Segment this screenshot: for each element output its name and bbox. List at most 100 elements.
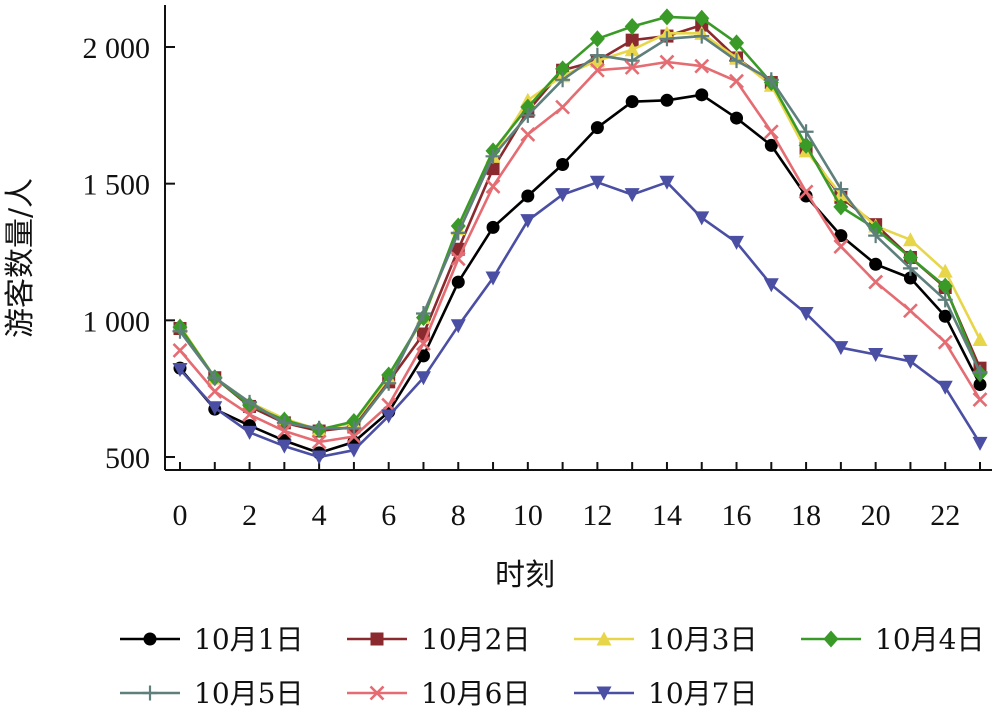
data-point bbox=[416, 349, 430, 363]
data-point bbox=[451, 275, 465, 289]
x-tick-label: 6 bbox=[381, 499, 396, 532]
data-point bbox=[207, 401, 223, 416]
data-point bbox=[276, 439, 292, 454]
legend-marker bbox=[143, 632, 157, 646]
data-point bbox=[659, 175, 675, 190]
data-point bbox=[972, 364, 988, 380]
legend-marker bbox=[596, 631, 612, 646]
data-point bbox=[972, 331, 988, 346]
data-point bbox=[868, 348, 884, 362]
data-point bbox=[346, 443, 362, 458]
data-point bbox=[937, 380, 953, 395]
data-point bbox=[833, 239, 849, 254]
data-point bbox=[276, 423, 292, 439]
x-tick-label: 16 bbox=[722, 499, 752, 532]
data-point bbox=[415, 371, 431, 386]
data-point bbox=[311, 450, 327, 465]
series-line bbox=[178, 34, 982, 430]
data-point bbox=[624, 18, 640, 35]
series-line bbox=[179, 181, 982, 459]
data-point bbox=[381, 366, 397, 384]
legend-marker bbox=[142, 685, 158, 701]
data-point bbox=[763, 278, 779, 293]
data-point bbox=[521, 189, 535, 203]
data-point bbox=[834, 229, 848, 243]
series-layer bbox=[172, 8, 988, 465]
series-7 bbox=[172, 175, 988, 465]
data-point bbox=[937, 292, 953, 308]
data-point bbox=[589, 175, 605, 190]
data-point bbox=[555, 72, 571, 88]
data-point bbox=[346, 420, 362, 436]
data-point bbox=[485, 178, 501, 194]
data-point bbox=[555, 60, 571, 78]
legend-label: 10月5日 bbox=[194, 677, 303, 710]
data-point bbox=[694, 211, 710, 226]
legend-label: 10月1日 bbox=[194, 623, 303, 656]
data-point bbox=[311, 434, 327, 450]
data-point bbox=[415, 306, 431, 321]
y-axis-title: 游客数量/人 bbox=[3, 178, 38, 338]
data-point bbox=[833, 341, 849, 356]
x-tick-label: 22 bbox=[930, 499, 960, 532]
data-point bbox=[695, 88, 709, 102]
data-point bbox=[798, 124, 814, 140]
data-point bbox=[624, 42, 640, 57]
data-point bbox=[798, 184, 814, 200]
x-tick-label: 20 bbox=[861, 499, 891, 532]
data-point bbox=[172, 363, 188, 378]
legend-item: 10月5日 bbox=[120, 677, 303, 710]
data-point bbox=[764, 138, 778, 152]
data-point bbox=[798, 136, 814, 154]
x-tick-label: 2 bbox=[242, 499, 257, 532]
series-line bbox=[178, 15, 982, 432]
legend-label: 10月6日 bbox=[421, 677, 530, 710]
data-point bbox=[798, 307, 814, 321]
legend-item: 10月7日 bbox=[574, 677, 757, 710]
data-point bbox=[207, 370, 223, 386]
x-tick-label: 18 bbox=[791, 499, 821, 532]
legend-label: 10月7日 bbox=[648, 677, 757, 710]
data-point bbox=[589, 47, 605, 63]
data-point bbox=[450, 225, 466, 241]
data-point bbox=[381, 375, 397, 391]
legend-label: 10月3日 bbox=[648, 623, 757, 656]
x-tick-label: 14 bbox=[652, 499, 682, 532]
x-tick-label: 0 bbox=[173, 499, 188, 532]
legend-item: 10月6日 bbox=[347, 677, 530, 710]
x-tick-label: 4 bbox=[312, 499, 327, 532]
y-tick-label: 1 500 bbox=[83, 169, 151, 202]
data-point bbox=[903, 303, 918, 319]
legend: 10月1日 10月2日 10月3日 10月4日 10月5日 10月6日 10月7日 bbox=[120, 623, 984, 710]
data-point bbox=[763, 124, 779, 140]
data-point bbox=[833, 198, 849, 216]
data-point bbox=[556, 158, 570, 172]
data-point bbox=[555, 188, 571, 203]
data-point bbox=[172, 323, 188, 339]
data-point bbox=[276, 415, 292, 431]
data-point bbox=[381, 409, 397, 424]
data-point bbox=[520, 107, 536, 123]
data-point bbox=[902, 248, 918, 266]
data-point bbox=[659, 8, 675, 26]
legend-item: 10月4日 bbox=[801, 623, 984, 656]
data-point bbox=[486, 220, 500, 234]
data-point bbox=[730, 111, 744, 125]
x-tick-label: 8 bbox=[451, 499, 466, 532]
data-point bbox=[555, 99, 571, 115]
data-point bbox=[729, 73, 744, 89]
legend-marker bbox=[823, 630, 839, 648]
series-6 bbox=[172, 54, 988, 450]
legend-marker bbox=[369, 685, 385, 701]
y-tick-label: 500 bbox=[105, 442, 150, 475]
data-point bbox=[729, 34, 745, 52]
data-point bbox=[973, 378, 987, 392]
data-point bbox=[625, 33, 639, 47]
data-point bbox=[172, 342, 188, 358]
data-point bbox=[902, 260, 918, 276]
data-point bbox=[589, 62, 605, 78]
data-point bbox=[660, 93, 674, 107]
data-point bbox=[729, 53, 745, 69]
data-point bbox=[590, 121, 604, 135]
